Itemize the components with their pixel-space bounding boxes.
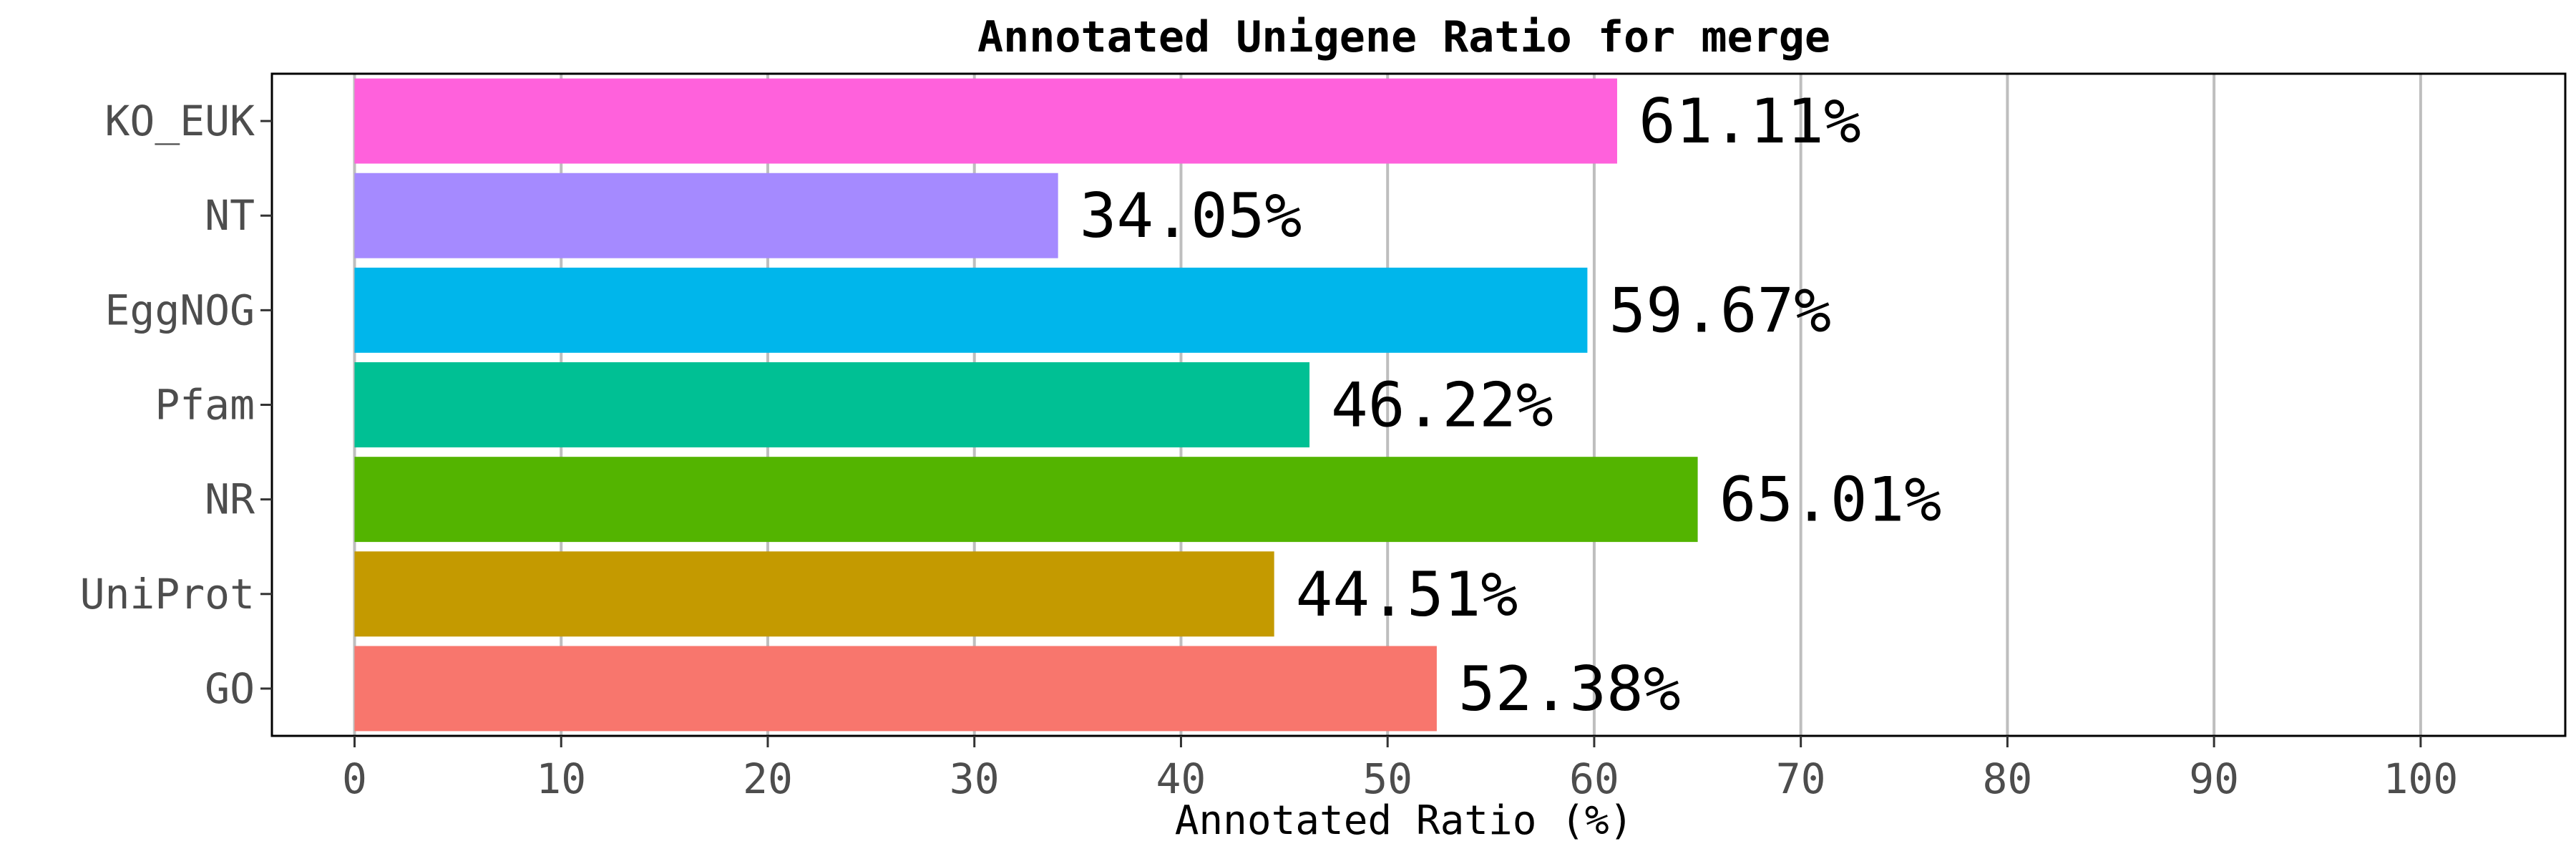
y-tick-label: EggNOG xyxy=(104,286,255,334)
y-tick-label: UniProt xyxy=(80,570,255,618)
bar-data-label: 61.11% xyxy=(1639,86,1861,157)
x-tick-label: 10 xyxy=(536,754,586,803)
chart-title: Annotated Unigene Ratio for merge xyxy=(977,12,1830,62)
bar xyxy=(354,78,1617,164)
bar xyxy=(354,362,1310,447)
bar xyxy=(354,457,1698,543)
bar-data-label: 52.38% xyxy=(1458,654,1681,725)
x-tick-label: 50 xyxy=(1362,754,1413,803)
y-tick-label: NT xyxy=(205,191,255,240)
x-tick-label: 100 xyxy=(2384,754,2459,803)
x-tick-label: 0 xyxy=(342,754,367,803)
bar xyxy=(354,267,1588,353)
x-tick-label: 20 xyxy=(743,754,793,803)
x-tick-label: 40 xyxy=(1156,754,1206,803)
bar xyxy=(354,173,1058,258)
bar-data-label: 34.05% xyxy=(1080,180,1302,252)
bars xyxy=(354,78,1698,732)
y-tick-label: Pfam xyxy=(155,381,255,430)
x-tick-label: 30 xyxy=(950,754,1000,803)
bar-data-label: 65.01% xyxy=(1719,465,1942,536)
y-tick-label: KO_EUK xyxy=(104,97,255,145)
data-labels: 61.11% 34.05% 59.67% 46.22% 65.01% 44.51% 52.3… xyxy=(1080,86,1942,725)
x-tick-label: 90 xyxy=(2189,754,2239,803)
axes: 0 10 20 30 40 50 60 70 80 90 100 KO_EUK NT EggNOG Pfam… xyxy=(80,97,2459,803)
y-tick-label: GO xyxy=(205,664,255,713)
y-tick-label: NR xyxy=(205,475,255,524)
bar-data-label: 59.67% xyxy=(1609,275,1831,346)
bar xyxy=(354,551,1274,637)
x-axis-title: Annotated Ratio (%) xyxy=(1175,797,1634,844)
bar xyxy=(354,646,1437,732)
bar-data-label: 44.51% xyxy=(1296,559,1518,631)
x-tick-label: 70 xyxy=(1776,754,1826,803)
x-tick-label: 60 xyxy=(1569,754,1619,803)
x-tick-label: 80 xyxy=(1982,754,2032,803)
bar-data-label: 46.22% xyxy=(1331,370,1553,442)
